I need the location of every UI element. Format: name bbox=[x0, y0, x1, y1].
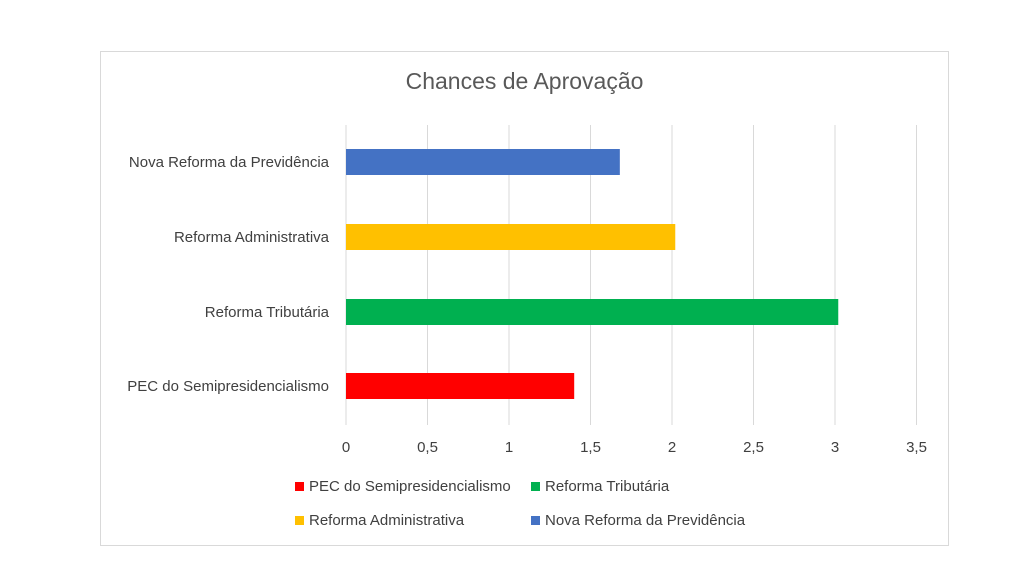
category-label: Reforma Tributária bbox=[205, 304, 330, 321]
category-label: PEC do Semipresidencialismo bbox=[127, 378, 329, 395]
x-tick-labels: 0 0,5 1 1,5 2 2,5 3 3,5 bbox=[342, 439, 927, 456]
x-tick-label: 2,5 bbox=[743, 439, 764, 456]
x-tick-label: 3,5 bbox=[906, 439, 927, 456]
legend-item-previdencia: Nova Reforma da Previdência bbox=[531, 512, 745, 529]
category-label: Reforma Administrativa bbox=[174, 229, 330, 246]
chart-frame bbox=[100, 51, 949, 546]
bar bbox=[346, 299, 839, 325]
legend: PEC do Semipresidencialismo Reforma Trib… bbox=[295, 476, 855, 536]
legend-label: Reforma Administrativa bbox=[309, 512, 465, 529]
x-tick-label: 0 bbox=[342, 439, 350, 456]
x-tick-label: 1,5 bbox=[580, 439, 601, 456]
x-tick-label: 3 bbox=[831, 439, 839, 456]
legend-label: Reforma Tributária bbox=[545, 478, 670, 495]
bar bbox=[346, 224, 676, 250]
bar bbox=[346, 149, 620, 175]
bars bbox=[346, 149, 839, 399]
chart-title: Chances de Aprovação bbox=[405, 68, 644, 94]
legend-label: Nova Reforma da Previdência bbox=[545, 512, 746, 529]
legend-swatch bbox=[295, 482, 304, 491]
legend-item-pec: PEC do Semipresidencialismo bbox=[295, 478, 511, 495]
category-label: Nova Reforma da Previdência bbox=[129, 154, 330, 171]
x-tick-label: 2 bbox=[668, 439, 676, 456]
legend-swatch bbox=[531, 482, 540, 491]
bar bbox=[346, 373, 575, 399]
legend-item-tributaria: Reforma Tributária bbox=[531, 478, 669, 495]
legend-swatch bbox=[295, 516, 304, 525]
x-tick-label: 1 bbox=[505, 439, 513, 456]
legend-item-administrativa: Reforma Administrativa bbox=[295, 512, 464, 529]
legend-label: PEC do Semipresidencialismo bbox=[309, 478, 511, 495]
x-tick-label: 0,5 bbox=[417, 439, 438, 456]
legend-swatch bbox=[531, 516, 540, 525]
category-labels: PEC do Semipresidencialismo Reforma Tribu… bbox=[127, 154, 329, 395]
